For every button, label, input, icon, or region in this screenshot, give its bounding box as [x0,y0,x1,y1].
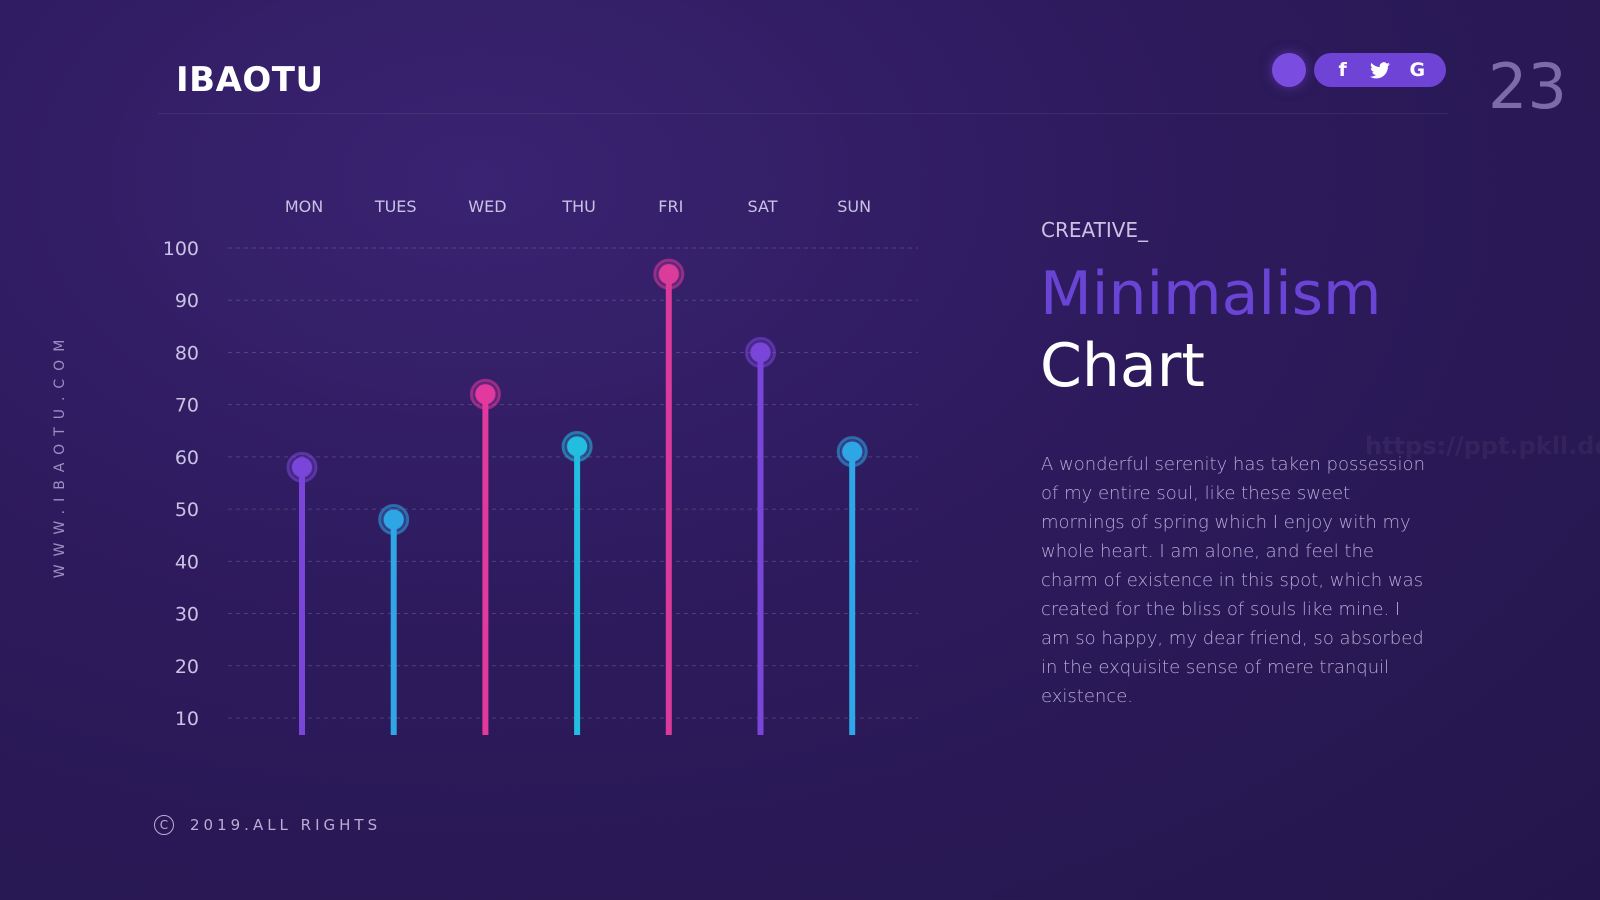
facebook-icon[interactable]: f [1338,59,1347,81]
x-category-label: SAT [748,197,778,216]
lollipop-bar-tues [378,504,410,735]
lollipop-chart: 10 20 30 40 50 60 70 80 90 100 MON TUES WED THU FRI SA… [162,197,872,735]
lollipop-ring [469,378,501,410]
lollipop-ring [836,436,868,468]
x-category-label: FRI [658,197,683,216]
copyright-text: 2019.ALL RIGHTS [190,816,382,834]
x-category-label: WED [468,197,506,216]
lollipop-ring [745,336,776,368]
y-tick-label: 50 [175,499,199,521]
copyright: C 2019.ALL RIGHTS [154,815,381,835]
x-category-label: SUN [837,197,871,216]
heading-line-2: Chart [1040,331,1205,401]
kicker-text: CREATIVE_ [1041,218,1149,242]
lollipop-dot [292,457,312,478]
lollipop-ring [286,451,318,483]
lollipop-dot [750,342,771,363]
y-tick-label: 80 [175,342,199,364]
y-tick-label: 100 [163,238,199,260]
y-tick-label: 20 [175,656,199,678]
twitter-icon[interactable] [1366,53,1394,87]
description-paragraph: A wonderful serenity has taken possessio… [1041,454,1425,707]
lollipop-dot [567,436,588,457]
lollipop-bar-sat [745,336,776,735]
x-category-label: THU [561,197,596,216]
lollipop-ring [561,430,593,462]
lollipop-dot [475,384,496,405]
lollipop-ring [378,504,410,536]
social-links: f G [1314,53,1446,87]
heading-line-1: Minimalism [1040,259,1382,329]
google-icon[interactable]: G [1409,59,1426,81]
y-tick-label: 40 [175,551,199,573]
lollipop-bar-wed [469,378,501,735]
y-tick-label: 70 [175,395,199,417]
lollipop-dot [842,441,863,462]
lollipop-bar-thu [561,430,593,735]
header-divider [158,113,1448,114]
lollipop-ring [653,258,685,290]
watermark: https://ppt.pkll.de [1365,432,1600,460]
brand-logo-text: IBAOTU [176,60,324,100]
lollipop-dot [658,264,679,285]
lollipop-dot [383,509,404,530]
x-category-label: MON [285,197,323,216]
y-tick-label: 60 [175,447,199,469]
y-tick-label: 30 [175,604,199,626]
slide-number: 23 [1488,50,1567,123]
y-tick-label: 90 [175,290,199,312]
y-tick-label: 10 [175,708,199,730]
lollipop-bar-fri [653,258,685,735]
lollipop-bar-mon [286,451,318,735]
circle-button[interactable] [1272,53,1306,87]
x-category-label: TUES [374,197,417,216]
copyright-icon: C [154,815,174,835]
lollipop-bar-sun [836,436,868,735]
